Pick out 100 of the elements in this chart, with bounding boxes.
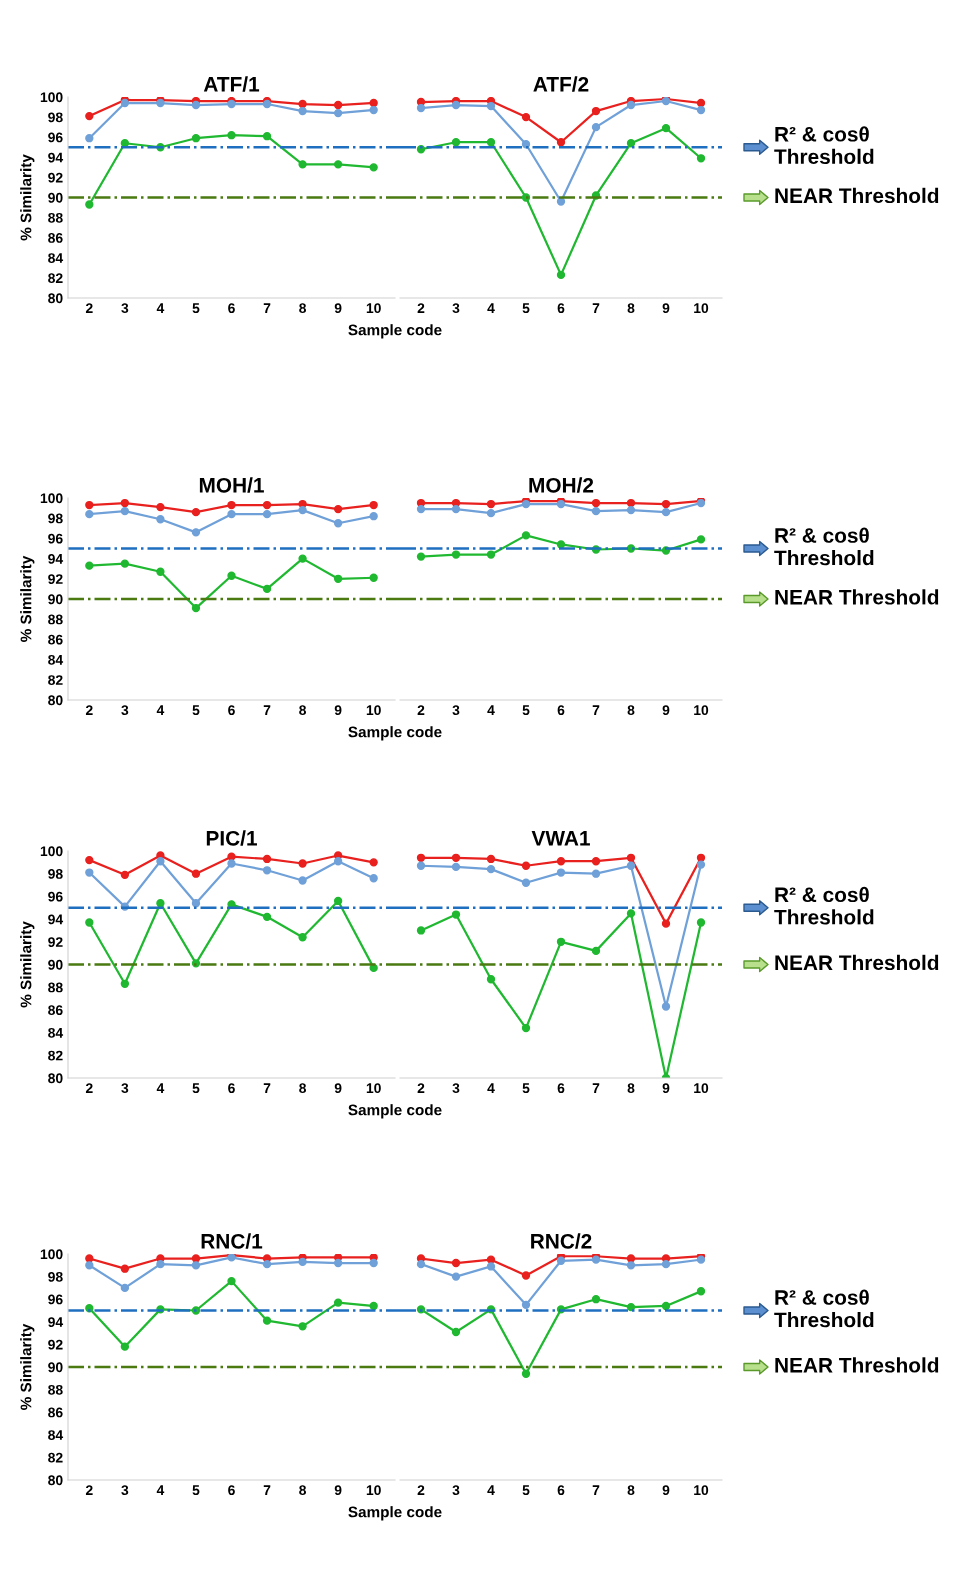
x-tick-label: 10 [366,1485,381,1496]
x-axis-title: Sample code [348,1506,442,1521]
x-tick-label: 2 [85,1083,93,1093]
x-tick-label: 8 [627,303,635,314]
ref-line-label: R² & cosθ Threshold [774,527,874,566]
x-tick-label: 4 [156,1083,165,1093]
x-tick-label: 10 [366,1083,381,1094]
y-tick-label: 98 [48,869,63,879]
x-tick-label: 5 [522,705,530,716]
y-tick-label: 86 [48,233,63,243]
x-tick-label: 9 [662,303,670,314]
x-tick-label: 9 [334,705,342,716]
y-tick-label: 98 [48,1271,63,1282]
x-tick-label: 9 [662,705,670,716]
x-tick-label: 5 [192,1485,200,1496]
x-tick-label: 5 [522,1485,530,1496]
x-tick-label: 4 [487,303,495,313]
y-tick-label: 80 [48,1073,63,1084]
x-tick-label: 2 [417,705,425,715]
x-tick-label: 10 [694,1083,709,1094]
y-tick-label: 80 [48,293,63,304]
y-tick-label: 90 [48,594,63,605]
y-tick-label: 92 [48,937,63,947]
x-axis-title: Sample code [348,1104,442,1119]
y-tick-label: 96 [48,132,63,143]
y-tick-label: 94 [48,1317,64,1327]
y-tick-label: 88 [48,212,63,223]
y-tick-label: 88 [48,982,63,993]
y-tick-label: 86 [48,634,63,645]
x-tick-label: 5 [522,303,530,314]
chart-title: RNC/1 [201,1233,263,1249]
y-tick-label: 86 [48,1407,63,1418]
y-tick-label: 82 [48,273,63,284]
y-tick-label: 90 [48,1362,63,1373]
chart-title: ATF/2 [533,76,589,92]
y-tick-label: 100 [40,92,63,103]
y-tick-label: 96 [48,1294,63,1305]
y-tick-label: 88 [48,1384,63,1395]
x-tick-label: 9 [334,1083,342,1094]
ref-line-label: R² & cosθ Threshold [774,126,874,165]
x-tick-label: 7 [592,1083,600,1093]
ref-line-label: NEAR Threshold [775,589,939,605]
x-tick-label: 5 [192,303,200,314]
x-tick-label: 3 [452,705,460,716]
y-tick-label: 98 [48,112,63,123]
x-tick-label: 6 [557,1485,565,1496]
x-tick-label: 3 [452,1485,460,1496]
chart-title: VWA1 [531,831,590,846]
x-tick-label: 9 [334,1485,342,1496]
x-tick-label: 6 [228,705,235,716]
x-tick-label: 4 [156,1485,165,1495]
x-tick-label: 5 [522,1083,530,1094]
y-tick-label: 94 [48,914,64,925]
ref-line-label: NEAR Threshold [775,954,939,971]
y-tick-label: 84 [48,253,64,263]
y-tick-label: 84 [48,654,64,665]
x-tick-label: 8 [299,303,307,314]
ref-line-label: R² & cosθ Threshold [774,1289,874,1328]
x-tick-label: 6 [557,303,565,314]
y-tick-label: 90 [48,959,63,970]
x-tick-label: 7 [592,1485,600,1495]
ref-line-label: NEAR Threshold [775,187,939,204]
y-axis-title: % Similarity [20,555,35,642]
y-tick-label: 92 [48,574,63,584]
x-tick-label: 6 [557,1083,565,1094]
y-tick-label: 96 [48,891,63,902]
x-tick-label: 4 [487,1083,495,1093]
x-tick-label: 3 [121,1083,129,1094]
chart-title: MOH/1 [199,477,264,493]
x-tick-label: 9 [334,303,342,314]
y-tick-label: 82 [48,1452,63,1463]
y-tick-label: 92 [48,172,63,183]
y-tick-label: 88 [48,614,63,625]
x-tick-label: 10 [694,705,709,716]
y-tick-label: 100 [40,493,63,504]
y-tick-label: 80 [48,1475,63,1486]
x-tick-label: 3 [121,303,129,314]
x-tick-label: 2 [417,1485,425,1495]
y-axis-title: % Similarity [20,154,35,241]
chart-title: ATF/1 [203,76,260,92]
y-axis-title: % Similarity [20,1323,35,1410]
y-tick-label: 84 [48,1430,64,1440]
x-tick-label: 10 [366,705,381,716]
x-tick-label: 8 [627,1485,635,1496]
x-axis-title: Sample code [348,726,442,741]
y-tick-label: 82 [48,675,63,685]
x-tick-label: 8 [299,705,307,716]
x-tick-label: 3 [452,303,460,314]
x-tick-label: 7 [263,1485,271,1495]
y-tick-label: 80 [48,695,63,706]
x-tick-label: 6 [228,1485,235,1496]
chart-title: PIC/1 [206,830,257,846]
x-tick-label: 2 [417,303,425,313]
x-axis-title: Sample code [348,324,442,339]
x-tick-label: 3 [452,1083,460,1094]
y-tick-label: 94 [48,152,64,163]
x-tick-label: 5 [192,705,200,716]
y-tick-label: 90 [48,192,63,203]
x-tick-label: 2 [417,1083,425,1093]
x-tick-label: 10 [694,1485,709,1496]
